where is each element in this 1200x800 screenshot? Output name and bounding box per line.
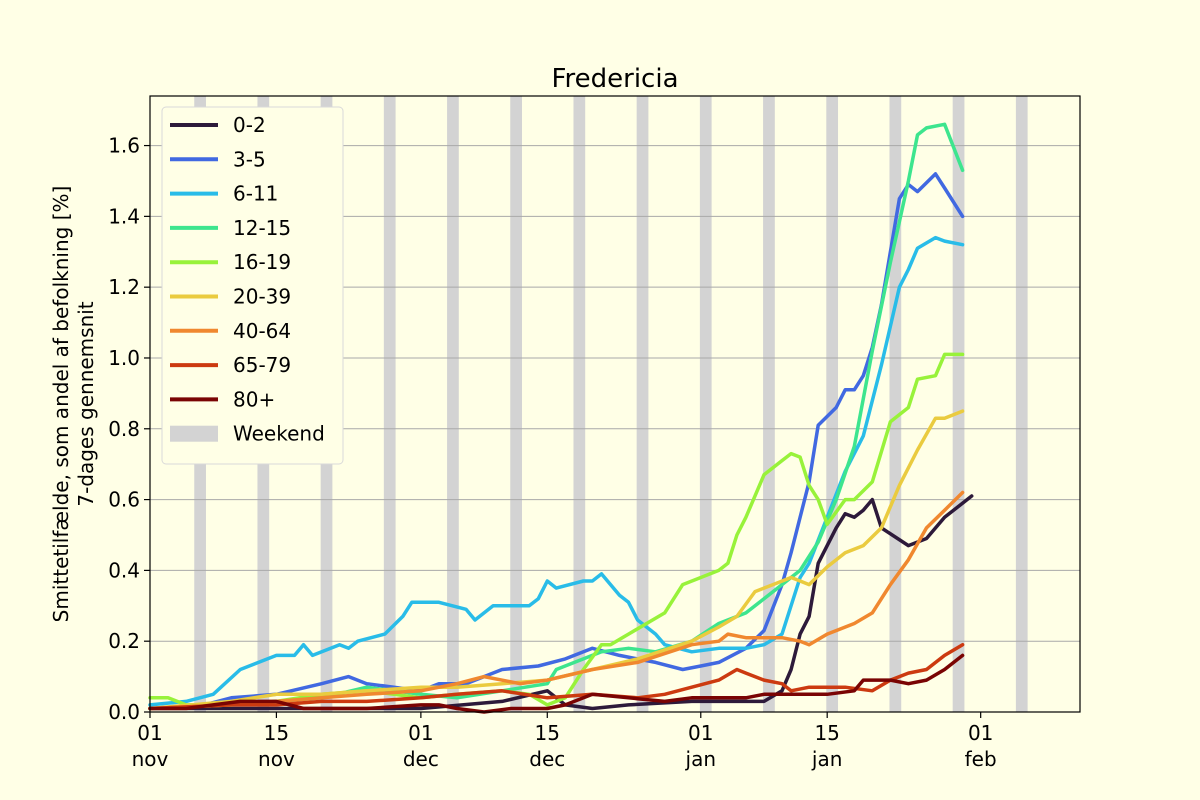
- x-tick-month-label: dec: [403, 747, 439, 771]
- series-line-65-79: [148, 642, 965, 711]
- y-tick-label: 1.2: [108, 275, 140, 299]
- legend-label: Weekend: [233, 422, 325, 446]
- x-tick-month-label: dec: [529, 747, 565, 771]
- legend-label: 16-19: [233, 250, 291, 274]
- weekend-band: [383, 96, 396, 712]
- y-axis: 0.0 0.2 0.4 0.6 0.8 1.0 1.2 1.4 1.6: [108, 134, 150, 724]
- legend-label: 80+: [233, 387, 275, 411]
- x-tick-day-label: 15: [264, 721, 289, 745]
- weekend-band: [573, 96, 586, 712]
- x-tick-month-label: nov: [132, 747, 169, 771]
- y-tick-label: 0.8: [108, 417, 140, 441]
- y-axis-label-line1: Smittetilfælde, som andel af befolkning …: [49, 186, 73, 623]
- y-tick-label: 0.0: [108, 700, 140, 724]
- y-tick-label: 0.4: [108, 558, 140, 582]
- y-axis-label: Smittetilfælde, som andel af befolkning …: [49, 186, 98, 623]
- y-tick-label: 0.2: [108, 629, 140, 653]
- y-tick-label: 1.4: [108, 204, 140, 228]
- x-tick-day-label: 01: [688, 721, 713, 745]
- legend-label: 65-79: [233, 353, 291, 377]
- x-tick-day-label: 01: [137, 721, 162, 745]
- x-tick-month-label: jan: [811, 747, 843, 771]
- legend-label: 3-5: [233, 147, 266, 171]
- y-axis-label-line2: 7-dages gennemsnit: [74, 301, 98, 506]
- x-tick-month-label: jan: [685, 747, 717, 771]
- y-tick-label: 1.0: [108, 346, 140, 370]
- x-tick-month-label: nov: [258, 747, 295, 771]
- series-line-20-39: [148, 409, 965, 711]
- legend-label: 0-2: [233, 113, 266, 137]
- x-tick-day-label: 15: [535, 721, 560, 745]
- legend-label: 20-39: [233, 285, 291, 309]
- series-line-0-2: [148, 494, 974, 711]
- weekend-band: [952, 96, 965, 712]
- y-tick-label: 0.6: [108, 488, 140, 512]
- weekend-band: [447, 96, 459, 712]
- chart-title: Fredericia: [551, 64, 678, 94]
- weekend-band: [763, 96, 775, 712]
- weekend-band: [889, 96, 902, 712]
- x-tick-day-label: 01: [968, 721, 993, 745]
- x-tick-day-label: 01: [408, 721, 433, 745]
- weekend-band: [1015, 96, 1028, 712]
- series-line-40-64: [148, 490, 965, 711]
- legend-swatch-weekend: [170, 425, 218, 442]
- legend-label: 12-15: [233, 216, 291, 240]
- weekend-band: [826, 96, 839, 712]
- series-lines: [148, 122, 974, 714]
- series-line-80+: [148, 653, 965, 714]
- plot-frame: [149, 95, 1081, 713]
- legend: 0-2 3-5 6-11 12-15 16-19 20-39 40-64 65-79 80+ We…: [161, 106, 344, 465]
- legend-label: 6-11: [233, 182, 278, 206]
- series-line-16-19: [148, 352, 965, 707]
- y-tick-label: 1.6: [108, 134, 140, 158]
- weekend-band: [510, 96, 522, 712]
- legend-label: 40-64: [233, 319, 291, 343]
- legend-box: [161, 106, 344, 465]
- weekend-band: [636, 96, 649, 712]
- weekend-band: [699, 96, 712, 712]
- x-tick-day-label: 15: [814, 721, 839, 745]
- x-tick-month-label: feb: [965, 747, 997, 771]
- series-line-3-5: [148, 172, 965, 711]
